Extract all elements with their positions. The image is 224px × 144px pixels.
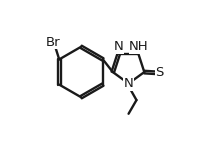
Text: N: N	[114, 40, 124, 53]
Text: NH: NH	[129, 40, 149, 53]
Text: N: N	[123, 77, 133, 90]
Text: Br: Br	[46, 36, 61, 49]
Text: S: S	[155, 66, 164, 79]
